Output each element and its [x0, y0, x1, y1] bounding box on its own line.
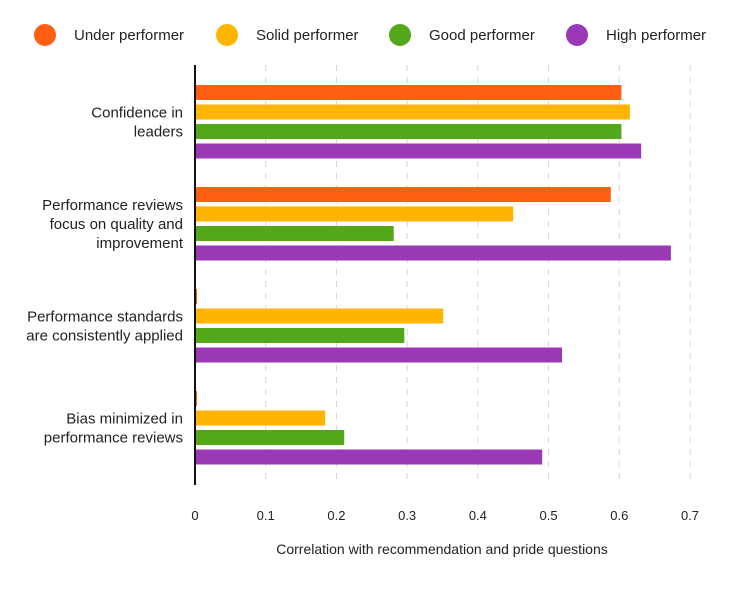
bar	[196, 104, 630, 120]
bar	[196, 430, 345, 445]
category-label: Performance reviews	[42, 197, 183, 214]
category-label: leaders	[134, 124, 183, 141]
legend-marker	[389, 24, 411, 46]
bar	[196, 143, 642, 159]
x-tick-label: 0.2	[327, 508, 345, 523]
bar	[196, 347, 563, 363]
bar	[196, 187, 611, 202]
bar	[196, 85, 622, 100]
bar	[196, 124, 622, 139]
category-label: improvement	[96, 235, 184, 252]
x-tick-label: 0.1	[257, 508, 275, 523]
category-label: Confidence in	[91, 105, 183, 122]
category-label: Bias minimized in	[66, 411, 183, 428]
bar	[196, 226, 394, 241]
category-label: are consistently applied	[26, 328, 183, 345]
bar	[196, 289, 197, 304]
bar	[196, 449, 543, 465]
bar	[196, 410, 326, 426]
bar	[196, 245, 671, 261]
x-tick-label: 0.3	[398, 508, 416, 523]
legend-label: Solid performer	[256, 27, 359, 44]
legend-marker	[566, 24, 588, 46]
x-tick-label: 0.4	[469, 508, 487, 523]
category-label: Performance standards	[27, 309, 183, 326]
category-label: focus on quality and	[50, 216, 183, 233]
legend-label: Good performer	[429, 27, 535, 44]
x-tick-label: 0.7	[681, 508, 699, 523]
legend-marker	[34, 24, 56, 46]
legend-label: High performer	[606, 27, 706, 44]
legend-label: Under performer	[74, 27, 184, 44]
bar	[196, 206, 514, 222]
x-axis-label: Correlation with recommendation and prid…	[276, 541, 608, 557]
x-tick-label: 0.6	[610, 508, 628, 523]
legend-marker	[216, 24, 238, 46]
bar	[196, 328, 405, 343]
category-label: performance reviews	[44, 430, 183, 447]
bar	[196, 391, 197, 406]
x-tick-label: 0.5	[540, 508, 558, 523]
x-tick-label: 0	[191, 508, 198, 523]
bar	[196, 308, 444, 324]
